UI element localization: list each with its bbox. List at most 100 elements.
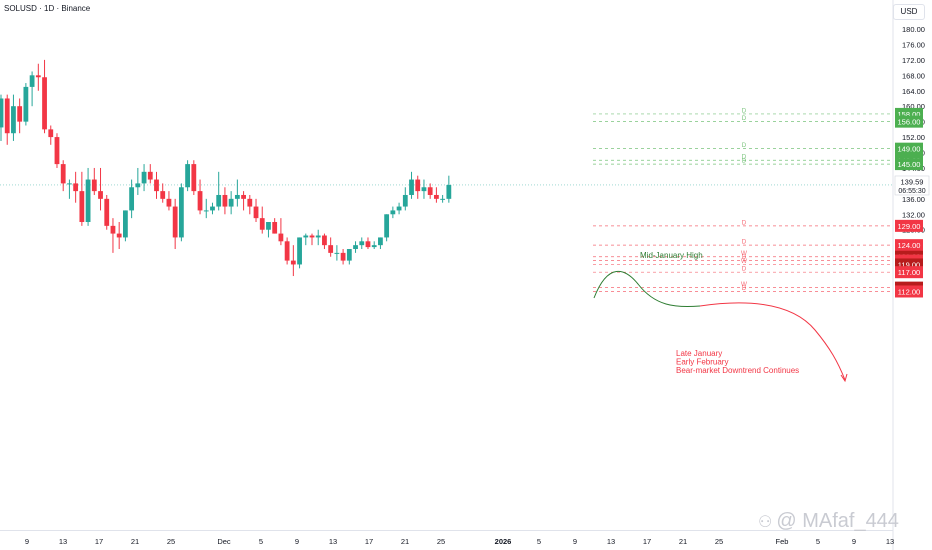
x-tick-label: 9 <box>573 537 577 546</box>
candle-body <box>98 191 103 199</box>
zone-price-label: 124.00 <box>898 241 921 250</box>
candle-body <box>85 179 91 222</box>
currency-button[interactable]: USD <box>893 4 925 20</box>
zone-price-tag <box>895 142 923 155</box>
candle-body <box>172 206 178 238</box>
candle-body <box>4 98 10 134</box>
zone-price-tag <box>895 239 923 252</box>
candle-body <box>0 98 4 128</box>
candle-body <box>259 218 265 230</box>
candle-body <box>29 75 35 87</box>
candle-body <box>284 241 290 261</box>
candle-body <box>402 194 408 207</box>
zone-price-tag <box>895 266 923 279</box>
zone-tag: D <box>742 158 747 165</box>
x-tick-label: 5 <box>816 537 820 546</box>
symbol-title[interactable]: SOLUSD · 1D · Binance <box>4 4 91 13</box>
zone-price-label: 158.00 <box>898 110 921 119</box>
candle-body <box>104 198 110 226</box>
candle-body <box>73 183 79 192</box>
candle-body <box>346 249 352 261</box>
candle-body <box>297 237 302 265</box>
candle-body <box>353 245 358 250</box>
candle-body <box>434 194 439 199</box>
annotation-late-january-line: Late January <box>676 349 722 358</box>
candle-body <box>129 187 135 211</box>
candle-body <box>328 245 334 253</box>
candle-body <box>154 179 159 192</box>
candle-body <box>60 164 66 184</box>
watermark: ⚇ @ MAfaf_444 <box>758 510 899 533</box>
candle-body <box>290 260 296 265</box>
candle-body <box>278 233 284 242</box>
candle-body <box>216 194 222 207</box>
user-icon: ⚇ <box>758 514 773 531</box>
candle-body <box>334 252 340 254</box>
zone-tag: D <box>742 266 747 273</box>
zone-tag: W <box>741 281 748 288</box>
zone-price-tag <box>895 158 923 171</box>
zone-tag: D <box>742 107 747 114</box>
y-tick-label: 168.00 <box>902 71 925 80</box>
candle-body <box>241 194 246 199</box>
current-price-label: 139.59 <box>901 177 924 186</box>
candle-body <box>228 198 234 207</box>
candle-body <box>440 198 446 200</box>
candle-body <box>222 194 228 207</box>
zone-tag: D <box>742 239 747 246</box>
x-tick-label: 9 <box>25 537 29 546</box>
zone-price-label: 129.00 <box>898 222 921 231</box>
candle-body <box>415 179 421 192</box>
x-tick-label: 21 <box>401 537 409 546</box>
countdown-label: 06:55:30 <box>898 188 925 195</box>
candle-body <box>371 245 377 248</box>
current-price-tag <box>894 175 930 196</box>
zone-tag: D <box>742 219 747 226</box>
candle-body <box>390 210 396 215</box>
annotation-late-january-line: Early February <box>676 358 728 367</box>
candle-body <box>48 129 54 138</box>
zone-tag: D <box>742 115 747 122</box>
zone-price-label: 117.00 <box>898 268 920 277</box>
zone-tag: D <box>742 154 747 161</box>
candle-body <box>247 198 253 207</box>
candle-body <box>378 237 383 246</box>
candle-body <box>303 235 309 238</box>
y-tick-label: 180.00 <box>902 25 925 34</box>
x-tick-label: 21 <box>131 537 139 546</box>
candle-body <box>197 191 203 211</box>
zone-price-label: 149.00 <box>898 145 921 154</box>
x-tick-label: 25 <box>437 537 445 546</box>
candle-body <box>384 214 390 238</box>
x-tick-label: 21 <box>679 537 687 546</box>
y-tick-label: 176.00 <box>902 40 925 49</box>
candle-body <box>446 184 452 199</box>
candle-body <box>35 75 41 78</box>
zone-tag: D <box>742 254 747 261</box>
candle-body <box>427 187 433 195</box>
annotation-mid-january: Mid-January High <box>640 251 703 260</box>
candle-body <box>110 225 116 234</box>
zone-price-label: 112.00 <box>898 287 920 296</box>
candle-body <box>253 206 259 219</box>
zone-tag: W <box>741 258 748 265</box>
y-tick-label: 152.00 <box>902 133 925 142</box>
candle-body <box>79 191 85 222</box>
candle-body <box>409 179 414 195</box>
candle-body <box>123 210 128 238</box>
x-tick-label: 25 <box>167 537 175 546</box>
x-tick-label: 2026 <box>495 537 512 546</box>
x-tick-label: 13 <box>886 537 894 546</box>
zone-price-label: 145.00 <box>898 160 921 169</box>
x-tick-label: Dec <box>217 537 231 546</box>
candle-body <box>42 77 47 130</box>
projection-curve-down <box>699 302 846 381</box>
candle-body <box>178 187 184 238</box>
y-tick-label: 164.00 <box>902 87 925 96</box>
x-tick-label: Feb <box>776 537 789 546</box>
zone-tag: W <box>741 250 748 257</box>
candle-body <box>91 179 97 192</box>
candle-body <box>54 137 60 165</box>
x-tick-label: 5 <box>537 537 541 546</box>
